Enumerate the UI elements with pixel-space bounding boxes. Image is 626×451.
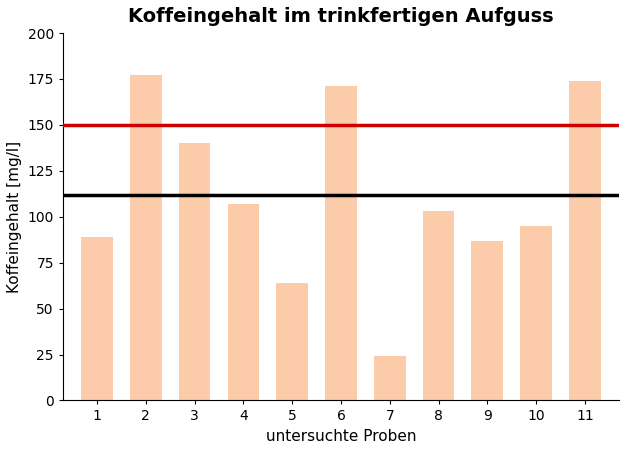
Bar [374, 356, 406, 400]
Bar [276, 283, 308, 400]
X-axis label: untersuchte Proben: untersuchte Proben [265, 429, 416, 444]
Bar [325, 86, 357, 400]
Bar [520, 226, 552, 400]
Bar [471, 241, 503, 400]
Bar [228, 204, 259, 400]
Bar [81, 237, 113, 400]
Bar [423, 211, 454, 400]
Bar [179, 143, 210, 400]
Y-axis label: Koffeingehalt [mg/l]: Koffeingehalt [mg/l] [7, 141, 22, 293]
Bar [569, 81, 601, 400]
Title: Koffeingehalt im trinkfertigen Aufguss: Koffeingehalt im trinkfertigen Aufguss [128, 7, 554, 26]
Bar [130, 75, 162, 400]
